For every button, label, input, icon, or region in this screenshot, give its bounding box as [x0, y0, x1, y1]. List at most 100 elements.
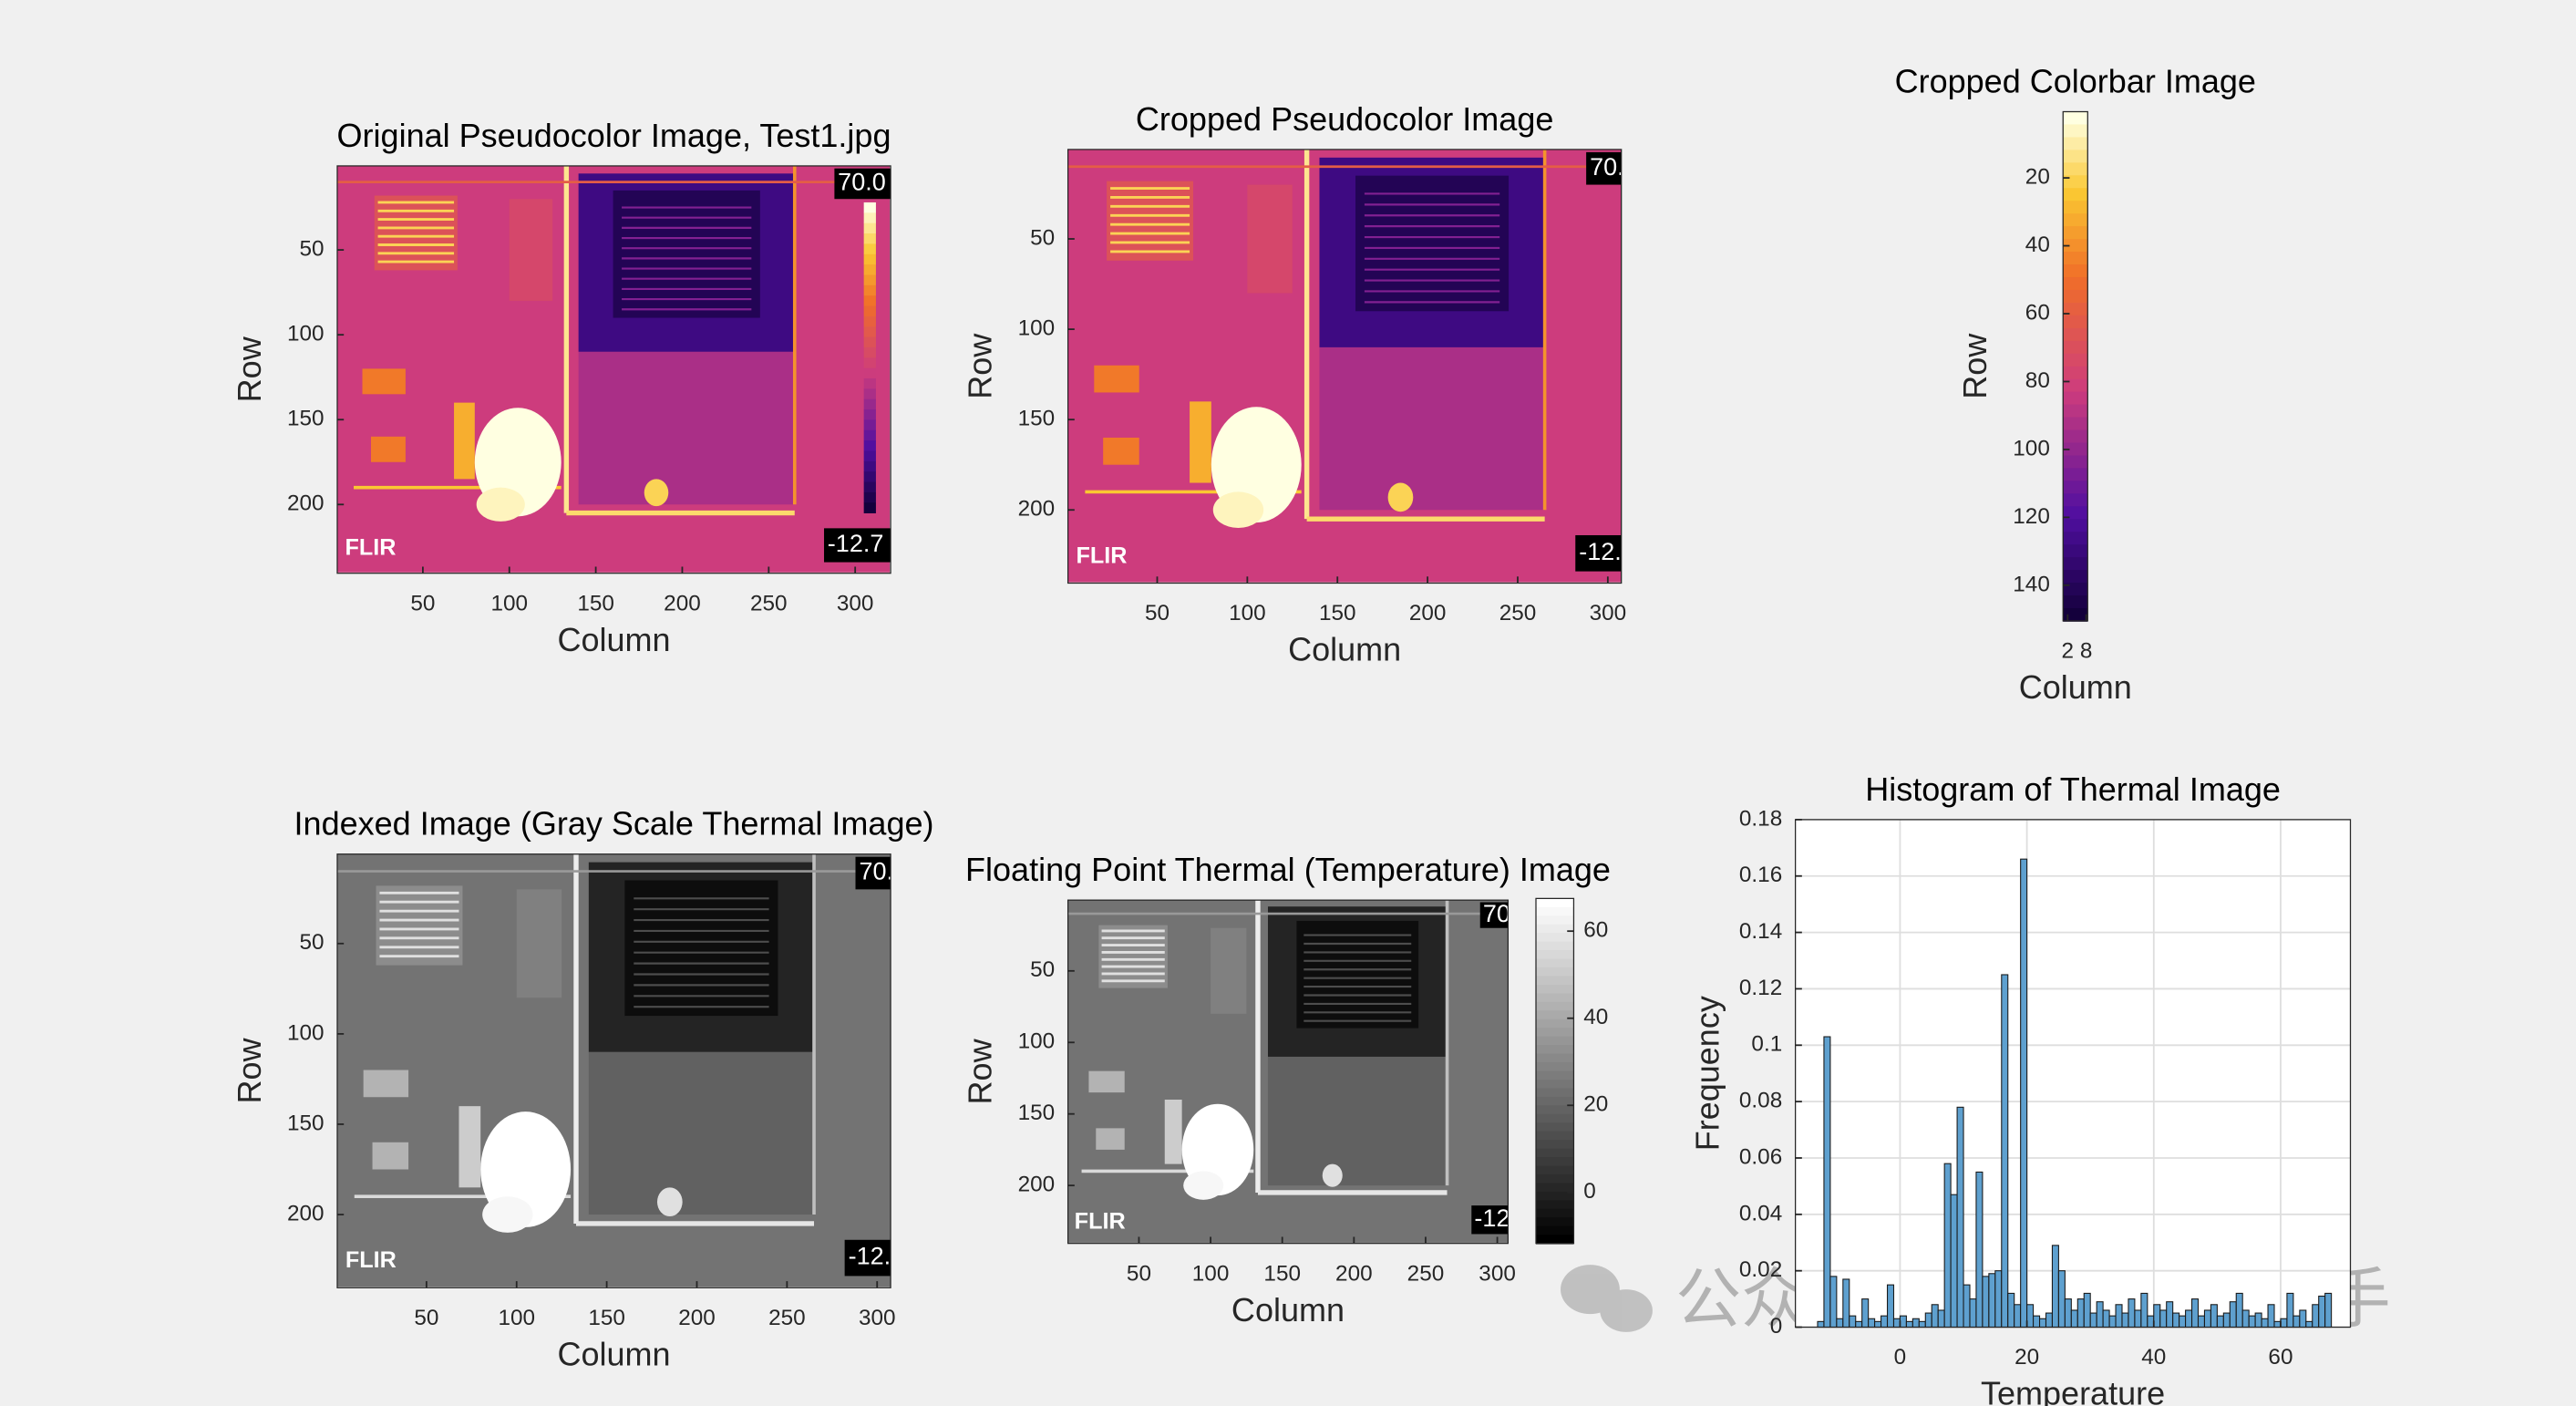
image-region: [454, 402, 475, 480]
x-tick-label: 200: [678, 1306, 716, 1330]
x-tick-label: 250: [768, 1306, 806, 1330]
colorbar-image: [2063, 353, 2088, 367]
histogram-bar: [1918, 1320, 1926, 1328]
colorbar: [1536, 1113, 1574, 1124]
x-axis-label: Temperature: [1981, 1375, 2165, 1406]
histogram-bar: [2324, 1292, 2333, 1328]
colorbar: [1536, 1036, 1574, 1047]
x-axis-label: Column: [1288, 631, 1401, 668]
colorbar-image: [2063, 583, 2088, 596]
histogram-bar: [2299, 1309, 2307, 1328]
colorbar: [1536, 1096, 1574, 1107]
histogram-bar: [2147, 1315, 2155, 1328]
colorbar-image: [2063, 481, 2088, 495]
colorbar: [1536, 1053, 1574, 1063]
y-tick-label: 200: [287, 491, 325, 516]
y-axis-label: Row: [231, 336, 268, 402]
image-region: [1355, 175, 1510, 312]
colorbar: [1536, 1045, 1574, 1055]
histogram-bar: [2179, 1315, 2187, 1328]
chart-title: Indexed Image (Gray Scale Thermal Image): [294, 805, 934, 843]
x-tick-label: 100: [1192, 1261, 1230, 1286]
colorbar-image: [2063, 595, 2088, 609]
y-tick-label: 150: [1018, 1101, 1056, 1125]
colorbar-image: [2063, 175, 2088, 190]
x-tick-label: 250: [1407, 1261, 1445, 1286]
colorbar: [1536, 906, 1574, 917]
x-tick-label: 8: [2080, 639, 2093, 664]
colorbar: [1536, 1191, 1574, 1202]
histogram-bar: [2241, 1309, 2250, 1328]
x-tick-label: 250: [1499, 601, 1537, 625]
histogram-bar: [1956, 1106, 1964, 1328]
histogram-bar: [1842, 1278, 1850, 1328]
image-region: [1088, 1070, 1125, 1093]
histogram-bar: [2121, 1312, 2129, 1328]
x-axis-label: Column: [557, 1335, 670, 1372]
colorbar-image: [2063, 124, 2088, 139]
y-axis-label: Frequency: [1688, 996, 1726, 1151]
histogram-bar: [2045, 1312, 2053, 1328]
histogram-bar: [2286, 1292, 2294, 1328]
image-region: [372, 1142, 409, 1170]
inset-colorbar: [863, 274, 876, 286]
x-tick-label: 0: [1894, 1345, 1907, 1370]
label-box: [834, 168, 891, 200]
label-box: [855, 856, 891, 890]
histogram-bar: [1880, 1315, 1889, 1328]
colorbar-tick-label: 40: [1583, 1005, 1608, 1029]
y-tick-label: 0.04: [1739, 1201, 1782, 1225]
y-tick-label: 200: [1018, 497, 1056, 522]
y-axis-label: Row: [1956, 333, 1994, 399]
colorbar: [1536, 1070, 1574, 1080]
x-axis-label: Column: [557, 621, 670, 658]
axes-box: [1066, 899, 1510, 1245]
inset-colorbar: [863, 450, 876, 462]
colorbar: [1536, 1079, 1574, 1090]
histogram-bar: [2229, 1301, 2237, 1328]
x-tick-label: 150: [588, 1306, 625, 1330]
colorbar: [1536, 1062, 1574, 1072]
image-region: [1296, 920, 1419, 1029]
inset-colorbar: [863, 202, 876, 213]
colorbar-image: [2063, 239, 2088, 253]
histogram-bar: [2038, 1318, 2047, 1328]
y-tick-label: 60: [2025, 300, 2050, 325]
colorbar: [1536, 993, 1574, 1003]
x-tick-label: 300: [859, 1306, 896, 1330]
y-tick-label: 200: [1018, 1173, 1056, 1197]
histogram-bar: [1886, 1284, 1895, 1328]
colorbar: [1536, 915, 1574, 925]
inset-colorbar: [863, 305, 876, 317]
image-region: [509, 199, 553, 301]
x-tick-label: 150: [1263, 1261, 1301, 1286]
inset-colorbar: [863, 284, 876, 296]
colorbar: [1536, 1001, 1574, 1012]
image-min-label: -12.7: [1474, 1204, 1530, 1232]
histogram-bar: [1905, 1320, 1913, 1328]
histogram-bar: [1950, 1194, 1958, 1328]
histogram-bar: [2203, 1309, 2211, 1328]
colorbar-image: [2063, 226, 2088, 241]
colorbar-image: [2063, 455, 2088, 470]
histogram-bar: [1924, 1312, 1932, 1328]
inset-colorbar: [863, 409, 876, 420]
image-min-label: -12.7: [849, 1243, 905, 1270]
chart-title: Cropped Colorbar Image: [1895, 62, 2256, 99]
colorbar: [1536, 1018, 1574, 1029]
image-region: [376, 885, 463, 966]
image-region: [374, 195, 458, 271]
x-axis-label: Column: [1231, 1291, 1345, 1328]
image-region: [363, 1070, 409, 1098]
x-tick-label: 300: [1479, 1261, 1516, 1286]
colorbar-image: [2063, 557, 2088, 571]
histogram-bar: [1868, 1318, 1876, 1328]
axes-box: [336, 165, 891, 574]
histogram-bar: [2254, 1312, 2262, 1328]
image-region: [1098, 925, 1168, 988]
y-tick-label: 0.02: [1739, 1257, 1782, 1282]
inset-colorbar: [863, 388, 876, 400]
colorbar-image: [2063, 391, 2088, 406]
histogram-bar: [2108, 1315, 2117, 1328]
